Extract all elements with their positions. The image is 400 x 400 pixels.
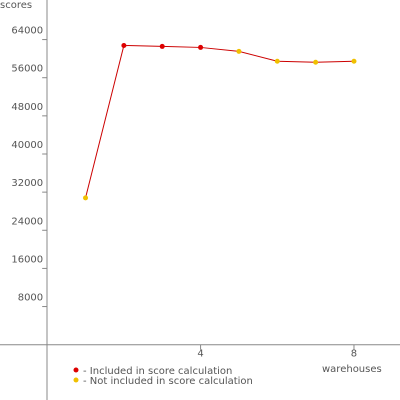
x-axis-label: warehouses: [322, 364, 382, 375]
y-tick-label: 40000: [11, 140, 43, 151]
y-tick-label: 56000: [11, 64, 43, 75]
y-tick-label: 24000: [11, 216, 43, 227]
data-point: [121, 42, 127, 48]
x-tick-label: 8: [351, 349, 357, 360]
y-tick-label: 48000: [11, 102, 43, 113]
y-tick-label: 32000: [11, 178, 43, 189]
legend-marker: [73, 377, 79, 383]
data-point: [83, 195, 89, 201]
data-point: [351, 58, 357, 64]
data-point: [159, 43, 165, 49]
score-line: [85, 44, 354, 198]
legend-label: - Included in score calculation: [83, 366, 232, 377]
y-tick-label: 64000: [11, 26, 43, 37]
data-point: [274, 58, 280, 64]
y-tick-label: 16000: [11, 254, 43, 265]
data-point: [236, 48, 242, 54]
x-tick-label: 4: [197, 349, 203, 360]
data-point: [198, 44, 204, 50]
legend-label: - Not included in score calculation: [83, 376, 253, 387]
y-tick-label: 8000: [18, 293, 43, 304]
legend-marker: [73, 367, 79, 373]
data-point: [313, 59, 319, 65]
y-axis-label: scores: [0, 0, 32, 11]
